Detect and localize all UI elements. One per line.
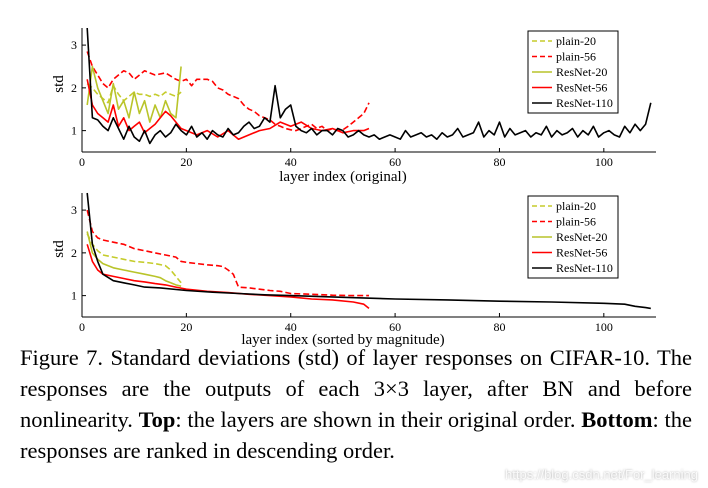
y-tick-label: 2 (71, 246, 77, 260)
legend-label-resnet-110: ResNet-110 (556, 96, 613, 110)
legend-label-resnet-56: ResNet-56 (556, 81, 607, 95)
series-line-resnet-110 (86, 27, 652, 145)
x-tick-label: 20 (180, 155, 192, 169)
series-line-resnet-110 (86, 192, 651, 310)
legend-label-resnet-20: ResNet-20 (556, 230, 607, 244)
series-line-resnet-56 (86, 79, 370, 140)
x-tick-label: 0 (79, 320, 85, 334)
bottom-chart-panel: 1 2 3 0 20 40 60 80 100 layer index (sorted by ma… (51, 192, 656, 348)
x-tick-label: 40 (285, 320, 297, 334)
series-line-resnet-56 (86, 244, 370, 310)
y-tick-label: 3 (71, 203, 77, 217)
series-line-resnet-20 (86, 65, 182, 123)
x-tick-label: 100 (595, 155, 613, 169)
x-tick-label: 80 (493, 320, 505, 334)
legend-label-plain-56: plain-56 (556, 50, 596, 64)
y-axis-label: std (51, 75, 67, 93)
x-tick-label: 80 (493, 155, 505, 169)
x-axis-label: layer index (original) (279, 169, 406, 185)
y-axis-label: std (51, 240, 67, 258)
legend-label-plain-56: plain-56 (556, 215, 596, 229)
series-line-plain-56 (86, 51, 370, 132)
series-line-plain-20 (86, 233, 182, 284)
x-tick-label: 20 (180, 320, 192, 334)
x-tick-label: 60 (389, 155, 401, 169)
caption-middle: : the layers are shown in their original… (175, 407, 582, 432)
caption-tail: : the responses are ranked in descending… (20, 407, 692, 463)
x-tick-label: 40 (285, 155, 297, 169)
figure-caption: Figure 7. Standard deviations (std) of l… (20, 342, 692, 466)
watermark: https://blog.csdn.net/For_learning (505, 467, 698, 482)
top-chart-panel: 1 2 3 0 20 40 60 80 100 layer index (original) std… (51, 27, 656, 185)
y-tick-label: 3 (71, 38, 77, 52)
series-line-plain-56 (86, 209, 369, 297)
x-tick-label: 0 (79, 155, 85, 169)
x-tick-label: 60 (389, 320, 401, 334)
legend-label-resnet-56: ResNet-56 (556, 246, 607, 260)
caption-lead: Figure 7. Standard deviations (std) of l… (20, 345, 692, 432)
y-tick-label: 2 (71, 81, 77, 95)
legend-label-plain-20: plain-20 (556, 34, 596, 48)
caption-bottom-label: Bottom (581, 407, 653, 432)
legend-label-resnet-20: ResNet-20 (556, 65, 607, 79)
x-tick-label: 100 (595, 320, 613, 334)
y-tick-label: 1 (71, 289, 77, 303)
legend-label-resnet-110: ResNet-110 (556, 261, 613, 275)
series-line-resnet-20 (86, 231, 182, 287)
y-tick-label: 1 (71, 124, 77, 138)
x-axis-label: layer index (sorted by magnitude) (241, 332, 444, 348)
legend-label-plain-20: plain-20 (556, 199, 596, 213)
caption-top-label: Top (138, 407, 176, 432)
